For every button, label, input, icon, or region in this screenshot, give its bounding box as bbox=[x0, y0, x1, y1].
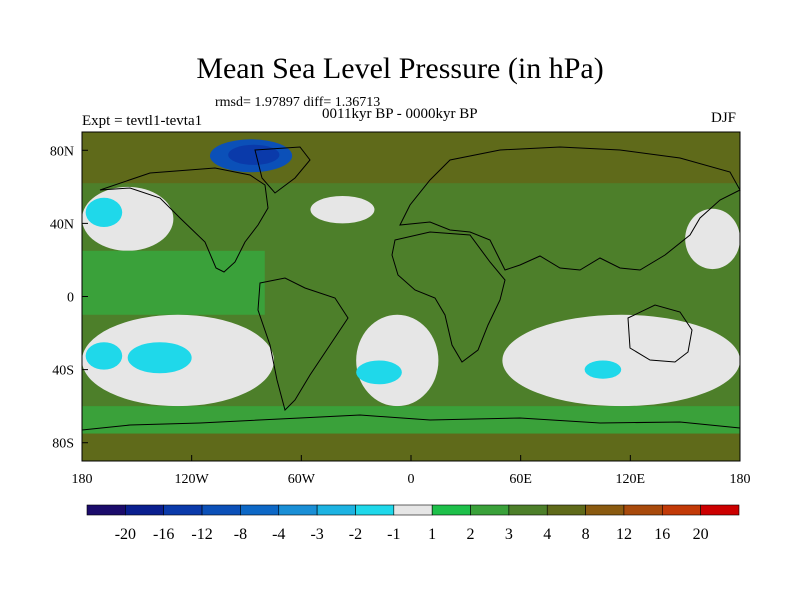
colorbar-level-label: -12 bbox=[191, 526, 212, 543]
colorbar-level-label: 3 bbox=[505, 526, 513, 543]
colorbar-level-label: 20 bbox=[693, 526, 709, 543]
coastline-africa bbox=[391, 231, 506, 363]
colorbar-swatch bbox=[661, 504, 701, 516]
coastline-north-america bbox=[99, 167, 269, 273]
colorbar-level-label: -3 bbox=[310, 526, 323, 543]
colorbar-swatch bbox=[431, 504, 471, 516]
season-label: DJF bbox=[711, 110, 737, 126]
region-south-atlantic-white bbox=[356, 314, 439, 407]
plot-area bbox=[81, 132, 740, 461]
region-north-pacific-cyan bbox=[85, 197, 123, 228]
colorbar-swatch bbox=[355, 504, 395, 516]
region-tropical-pacific-green bbox=[82, 250, 265, 315]
colorbar-level-label: -16 bbox=[153, 526, 174, 543]
region-arctic-brown bbox=[82, 132, 740, 184]
colorbar-swatch bbox=[623, 504, 663, 516]
coastline-antarctica bbox=[81, 414, 741, 431]
y-tick-label: 40S bbox=[52, 364, 74, 379]
x-tick-label: 60W bbox=[288, 472, 316, 487]
colorbar-swatch bbox=[470, 504, 510, 516]
colorbar-level-label: -2 bbox=[349, 526, 362, 543]
coastline-eurasia bbox=[399, 146, 741, 271]
y-tick-label: 80N bbox=[50, 144, 74, 159]
colorbar-swatch bbox=[546, 504, 586, 516]
colorbar-level-label: -8 bbox=[234, 526, 247, 543]
coastline-australia bbox=[627, 304, 693, 363]
region-north-atlantic-white bbox=[310, 195, 375, 224]
y-tick-label: 0 bbox=[67, 291, 74, 306]
chart-title: Mean Sea Level Pressure (in hPa) bbox=[196, 52, 604, 85]
colorbar-swatch bbox=[201, 504, 241, 516]
colorbar-level-label: 16 bbox=[654, 526, 670, 543]
colorbar-swatch bbox=[86, 504, 126, 516]
region-south-indian-white bbox=[502, 314, 740, 407]
colorbar-swatch bbox=[125, 504, 165, 516]
colorbar-level-label: 4 bbox=[543, 526, 551, 543]
colorbar: -20 -16 -12 -8 -4 -3 -2 -1 1 2 3 4 8 12 16 20 bbox=[86, 504, 740, 543]
colorbar-level-label: -20 bbox=[115, 526, 136, 543]
colorbar-swatch bbox=[585, 504, 625, 516]
colorbar-level-label: 2 bbox=[467, 526, 475, 543]
colorbar-swatch bbox=[393, 504, 433, 516]
colorbar-level-label: 12 bbox=[616, 526, 632, 543]
x-tick-label: 120W bbox=[175, 472, 210, 487]
region-north-pacific-east-white bbox=[685, 208, 740, 270]
colorbar-swatch bbox=[700, 504, 740, 516]
region-south-pacific-cyan-west bbox=[85, 342, 123, 370]
axes: 180 120W 60W 0 60E 120E 180 80N 40N 0 40S 80S bbox=[50, 144, 751, 487]
region-south-indian-cyan bbox=[584, 360, 622, 379]
x-tick-label: 60E bbox=[509, 472, 532, 487]
region-greenland-low-core bbox=[228, 144, 280, 165]
colorbar-swatch bbox=[278, 504, 318, 516]
x-tick-label: 180 bbox=[730, 472, 751, 487]
x-tick-label: 180 bbox=[72, 472, 93, 487]
experiment-period-subtitle: 0011kyr BP - 0000kyr BP bbox=[322, 106, 478, 122]
colorbar-level-label: -1 bbox=[387, 526, 400, 543]
x-tick-label: 120E bbox=[616, 472, 646, 487]
x-tick-label: 0 bbox=[408, 472, 415, 487]
colorbar-swatch bbox=[163, 504, 203, 516]
experiment-label: Expt = tevtl1-tevta1 bbox=[82, 113, 203, 129]
colorbar-level-label: 8 bbox=[582, 526, 590, 543]
coastline-south-america bbox=[257, 277, 349, 411]
region-south-pacific-cyan-east bbox=[127, 342, 192, 374]
colorbar-swatch bbox=[508, 504, 548, 516]
y-tick-label: 40N bbox=[50, 217, 74, 232]
coastlines bbox=[81, 146, 741, 431]
region-southern-ocean-green bbox=[82, 406, 740, 434]
colorbar-swatch bbox=[240, 504, 280, 516]
region-south-atlantic-cyan bbox=[356, 360, 402, 385]
colorbar-level-label: -4 bbox=[272, 526, 285, 543]
colorbar-level-label: 1 bbox=[428, 526, 436, 543]
coastline-greenland bbox=[254, 146, 311, 194]
rmsd-diff-stats: rmsd= 1.97897 diff= 1.36713 bbox=[215, 95, 381, 110]
colorbar-swatch bbox=[316, 504, 356, 516]
y-tick-label: 80S bbox=[52, 437, 74, 452]
